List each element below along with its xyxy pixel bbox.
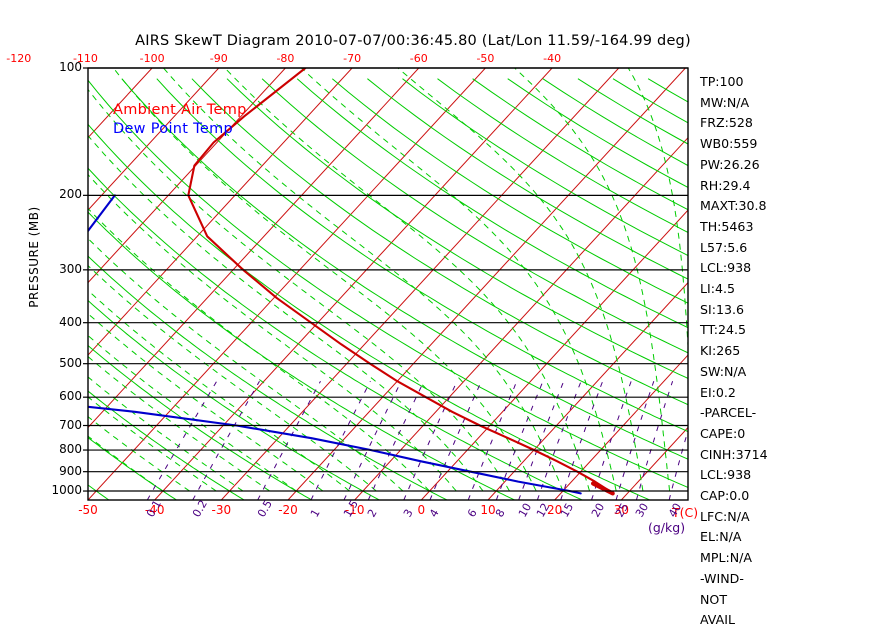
pressure-tick-700: 700: [59, 417, 82, 432]
pressure-tick-200: 200: [59, 187, 82, 202]
pressure-tick-300: 300: [59, 261, 82, 276]
bottom-temp-tick-30: 30: [613, 503, 629, 517]
pressure-tick-500: 500: [59, 355, 82, 370]
top-temp-tick--110: -110: [72, 52, 98, 65]
index-row: MAXT:30.8: [700, 198, 767, 214]
bottom-temp-tick--20: -20: [278, 503, 298, 517]
index-row: PW:26.26: [700, 156, 760, 172]
index-row: NOT: [700, 591, 728, 607]
legend-ambient-air-temp: Ambient Air Temp: [113, 102, 247, 118]
top-temp-tick--40: -40: [543, 52, 562, 65]
bottom-temp-tick-10: 10: [480, 503, 496, 517]
skewt-diagram-page: AIRS SkewT Diagram 2010-07-07/00:36:45.8…: [6, 33, 767, 627]
bottom-temp-tick-0: 0: [417, 503, 426, 517]
index-row: CAP:0.0: [700, 488, 750, 504]
index-row: -PARCEL-: [700, 405, 757, 421]
index-row: L57:5.6: [700, 239, 748, 255]
mixing-ratio-axis-caption: (g/kg): [648, 520, 686, 535]
bottom-temp-tick-20: 20: [547, 503, 563, 517]
pressure-tick-600: 600: [59, 389, 82, 404]
bottom-temp-tick--40: -40: [144, 503, 165, 517]
index-row: LFC:N/A: [700, 508, 750, 524]
index-row: -WIND-: [700, 570, 744, 586]
pressure-tick-100: 100: [59, 60, 82, 74]
index-row: AVAIL: [700, 612, 735, 628]
bottom-temp-tick--30: -30: [211, 503, 232, 517]
index-row: KI:265: [700, 343, 741, 359]
top-temp-tick--120: -120: [6, 52, 32, 65]
top-temp-tick--70: -70: [343, 52, 362, 65]
index-row: LCL:938: [700, 260, 752, 276]
index-row: EI:0.2: [700, 384, 736, 400]
temperature-axis-caption: T(C): [672, 505, 699, 520]
index-row: TP:100: [700, 74, 744, 89]
index-row: MW:N/A: [700, 94, 750, 110]
pressure-tick-900: 900: [59, 463, 82, 478]
index-row: CINH:3714: [700, 446, 768, 462]
pressure-tick-1000: 1000: [51, 483, 82, 498]
top-temp-tick--50: -50: [476, 52, 495, 65]
pressure-tick-400: 400: [59, 314, 82, 329]
index-row: LI:4.5: [700, 281, 736, 297]
legend-dew-point-temp: Dew Point Temp: [113, 121, 234, 137]
index-row: EL:N/A: [700, 529, 742, 545]
index-row: SI:13.6: [700, 301, 744, 317]
index-row: CAPE:0: [700, 425, 746, 441]
index-row: RH:29.4: [700, 177, 751, 193]
top-temp-tick--100: -100: [139, 52, 165, 65]
pressure-tick-800: 800: [59, 442, 82, 457]
top-temp-tick--90: -90: [209, 52, 228, 65]
index-row: MPL:N/A: [700, 550, 752, 566]
bottom-temp-tick--50: -50: [78, 503, 98, 517]
page-title: AIRS SkewT Diagram 2010-07-07/00:36:45.8…: [135, 33, 691, 49]
skewt-plot-canvas: [83, 67, 689, 501]
index-row: TT:24.5: [700, 322, 747, 338]
index-row: SW:N/A: [700, 363, 747, 379]
indices-panel: TP:100 MW:N/A FRZ:528 WB0:559 PW:26.26 RH:29.…: [700, 72, 820, 631]
top-temp-tick--80: -80: [276, 52, 295, 65]
index-row: LCL:938: [700, 467, 752, 483]
top-temp-tick--60: -60: [409, 52, 428, 65]
index-row: FRZ:528: [700, 115, 753, 131]
pressure-axis-label: PRESSURE (MB): [27, 206, 41, 308]
index-row: WB0:559: [700, 136, 758, 152]
index-row: TH:5463: [700, 218, 754, 234]
bottom-temp-tick--10: -10: [344, 503, 365, 517]
